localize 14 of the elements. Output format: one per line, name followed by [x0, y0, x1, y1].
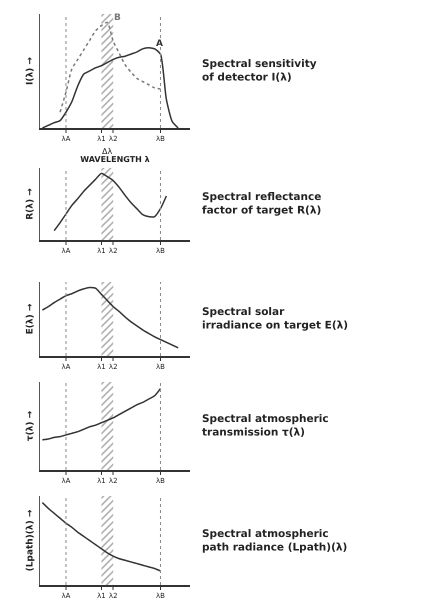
y-axis-title: E(λ) →: [25, 303, 36, 334]
y-axis-title: τ(λ) →: [25, 410, 36, 442]
text: Spectral atmospheric transmission τ(λ): [202, 413, 329, 439]
text: Spectral solar irradiance on target E(λ): [202, 306, 348, 332]
y-axis-title: I(λ) →: [25, 56, 36, 85]
x-axis-title: WAVELENGTH λ: [80, 154, 150, 164]
series-label: A: [156, 39, 163, 49]
y-axis-title: (Lpath)(λ) →: [25, 509, 36, 572]
band-label: Δλ: [102, 147, 112, 156]
text: Spectral reflectance factor of target R(λ): [202, 191, 322, 217]
text: Spectral sensitivity of detector I(λ): [202, 58, 317, 84]
y-axis-title: R(λ) →: [25, 188, 36, 220]
series-label: B: [114, 13, 121, 23]
text: Spectral atmospheric path radiance (Lpath)(λ): [202, 528, 348, 554]
